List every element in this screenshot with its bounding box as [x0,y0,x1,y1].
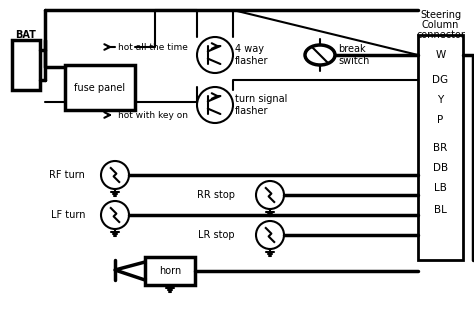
Circle shape [256,181,284,209]
Text: LB: LB [434,183,447,193]
Circle shape [101,161,129,189]
Text: fuse panel: fuse panel [74,82,126,92]
Text: BAT: BAT [16,30,36,40]
Text: BL: BL [434,205,447,215]
Circle shape [197,87,233,123]
Text: 4 way
flasher: 4 way flasher [235,44,268,66]
Text: RF turn: RF turn [49,170,85,180]
Text: DB: DB [433,163,448,173]
Circle shape [101,201,129,229]
Text: W: W [436,50,446,60]
Bar [418,35,463,260]
Text: DG: DG [432,75,448,85]
Text: BR: BR [433,143,447,153]
Text: hot with key on: hot with key on [118,111,188,119]
Ellipse shape [305,45,335,65]
Text: P: P [438,115,444,125]
Circle shape [256,221,284,249]
Text: break
switch: break switch [338,44,369,66]
Text: Y: Y [438,95,444,105]
Bar [12,40,40,90]
Text: RR stop: RR stop [197,190,235,200]
Text: Column: Column [422,20,459,30]
Bar [145,257,195,285]
Text: Steering: Steering [420,10,461,20]
Text: LR stop: LR stop [199,230,235,240]
Text: LF turn: LF turn [51,210,85,220]
Text: connector: connector [416,30,465,40]
Circle shape [197,37,233,73]
Bar [65,65,135,110]
Text: horn: horn [159,266,181,276]
Text: hot all the time: hot all the time [118,42,188,52]
Text: turn signal
flasher: turn signal flasher [235,94,287,116]
